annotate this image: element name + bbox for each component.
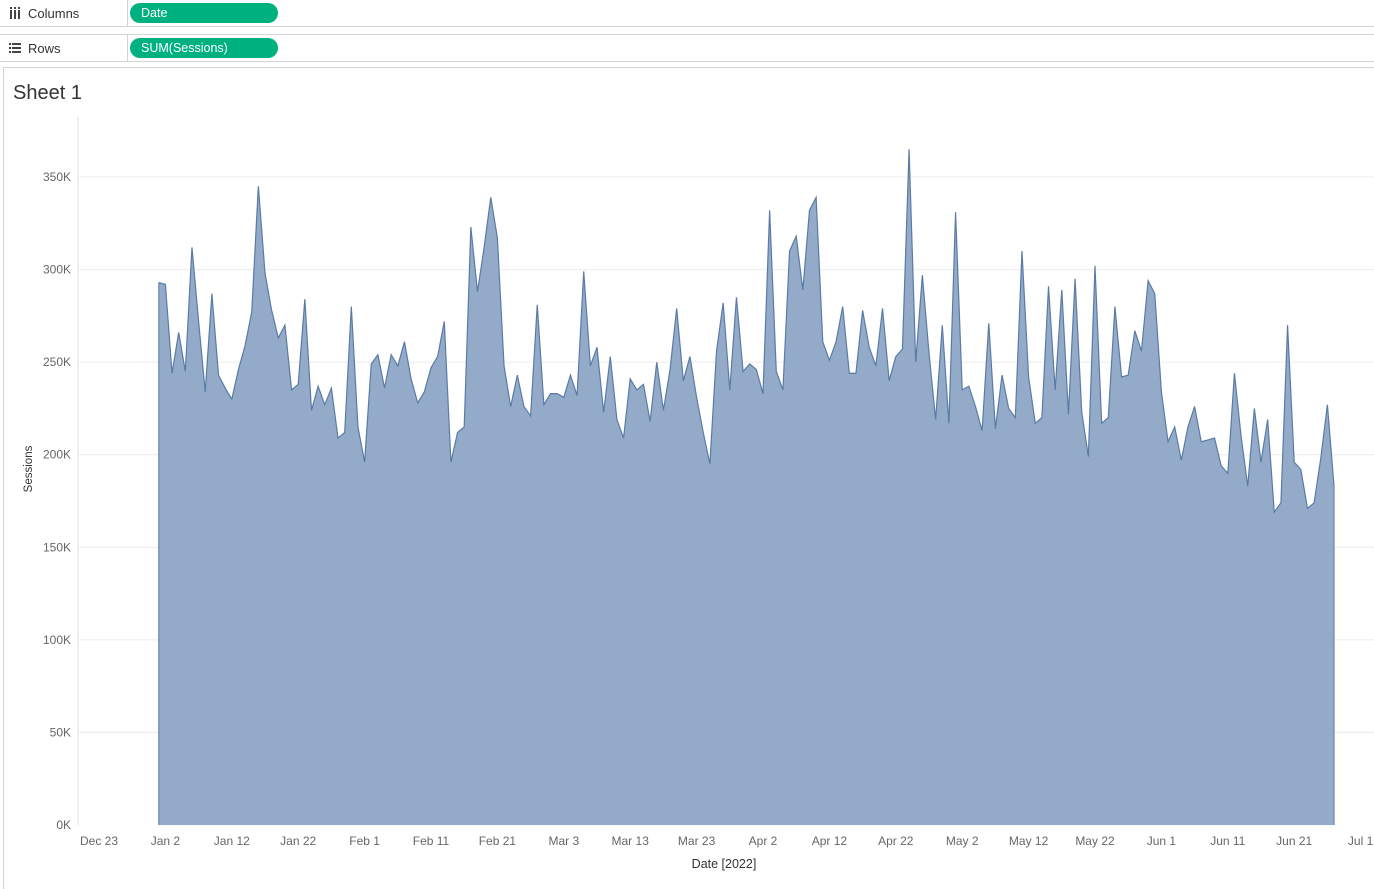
x-tick-label: Feb 11	[413, 834, 450, 848]
area-fill	[158, 149, 1335, 826]
rows-shelf-label: Rows	[28, 40, 61, 56]
rows-shelf: Rows SUM(Sessions)	[0, 34, 1374, 62]
columns-shelf: Columns Date	[0, 0, 1374, 27]
x-tick-label: Jul 1	[1348, 834, 1374, 848]
x-tick-label: Mar 23	[678, 834, 716, 848]
columns-pill-date[interactable]: Date	[130, 3, 278, 23]
rows-shelf-label-box: Rows	[0, 35, 128, 61]
columns-shelf-label: Columns	[28, 5, 80, 21]
x-tick-label: Jun 11	[1210, 834, 1245, 848]
columns-shelf-label-box: Columns	[0, 0, 128, 26]
y-tick-label: 150K	[43, 540, 71, 554]
y-tick-label: 300K	[43, 263, 71, 277]
x-tick-label: Jan 2	[151, 834, 181, 848]
x-tick-label: Jan 22	[280, 834, 316, 848]
columns-icon	[8, 7, 22, 19]
x-tick-label: May 2	[946, 834, 979, 848]
y-tick-label: 200K	[43, 448, 71, 462]
y-tick-label: 50K	[50, 725, 71, 739]
y-tick-label: 100K	[43, 633, 71, 647]
x-axis-title: Date [2022]	[692, 857, 757, 871]
x-tick-label: Feb 1	[349, 834, 380, 848]
rows-icon	[8, 43, 22, 53]
y-tick-label: 250K	[43, 355, 71, 369]
sheet-title: Sheet 1	[13, 82, 82, 104]
x-tick-label: Apr 12	[812, 834, 848, 848]
x-tick-label: Apr 2	[749, 834, 778, 848]
x-tick-label: Feb 21	[479, 834, 517, 848]
y-axis-title: Sessions	[23, 445, 35, 492]
series-line-sessions	[158, 149, 1335, 514]
x-tick-label: Apr 22	[878, 834, 914, 848]
x-tick-label: Mar 13	[612, 834, 650, 848]
x-tick-label: Jan 12	[214, 834, 250, 848]
rows-pill-sessions[interactable]: SUM(Sessions)	[130, 38, 278, 58]
x-tick-label: May 22	[1075, 834, 1115, 848]
x-tick-label: Jun 1	[1147, 834, 1177, 848]
x-tick-label: Mar 3	[548, 834, 579, 848]
y-tick-label: 0K	[56, 818, 71, 832]
x-tick-label: Dec 23	[80, 834, 118, 848]
x-tick-label: May 12	[1009, 834, 1049, 848]
x-tick-label: Jun 21	[1276, 834, 1312, 848]
y-tick-label: 350K	[43, 170, 71, 184]
